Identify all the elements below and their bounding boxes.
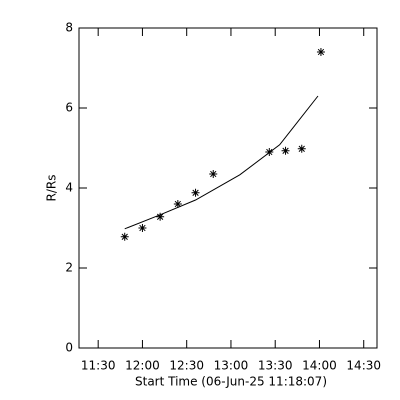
fit-line bbox=[124, 95, 319, 230]
x-tick-label: 12:30 bbox=[169, 359, 204, 373]
x-axis-label: Start Time (06-Jun-25 11:18:07) bbox=[135, 375, 327, 389]
x-tick-label: 13:00 bbox=[214, 359, 249, 373]
x-tick-label: 11:30 bbox=[81, 359, 116, 373]
y-tick-label: 8 bbox=[65, 21, 73, 35]
asterisk-point bbox=[316, 48, 325, 56]
x-tick-label: 12:00 bbox=[125, 359, 160, 373]
plot-frame bbox=[78, 27, 378, 349]
asterisk-point bbox=[173, 200, 182, 208]
y-tick-label: 0 bbox=[65, 341, 73, 355]
asterisk-point bbox=[281, 146, 290, 155]
y-tick-label: 2 bbox=[65, 261, 73, 275]
asterisk-point bbox=[156, 212, 165, 221]
asterisk-point bbox=[120, 232, 129, 241]
y-axis-label: R/Rs bbox=[45, 175, 59, 202]
asterisk-point bbox=[297, 144, 306, 153]
asterisk-point bbox=[209, 170, 218, 178]
y-tick-label: 4 bbox=[65, 181, 73, 195]
x-tick-label: 13:30 bbox=[258, 359, 293, 373]
x-tick-label: 14:30 bbox=[346, 359, 381, 373]
asterisk-point bbox=[191, 188, 200, 197]
x-tick-label: 14:00 bbox=[302, 359, 337, 373]
asterisk-point bbox=[138, 224, 147, 232]
y-tick-label: 6 bbox=[65, 101, 73, 115]
